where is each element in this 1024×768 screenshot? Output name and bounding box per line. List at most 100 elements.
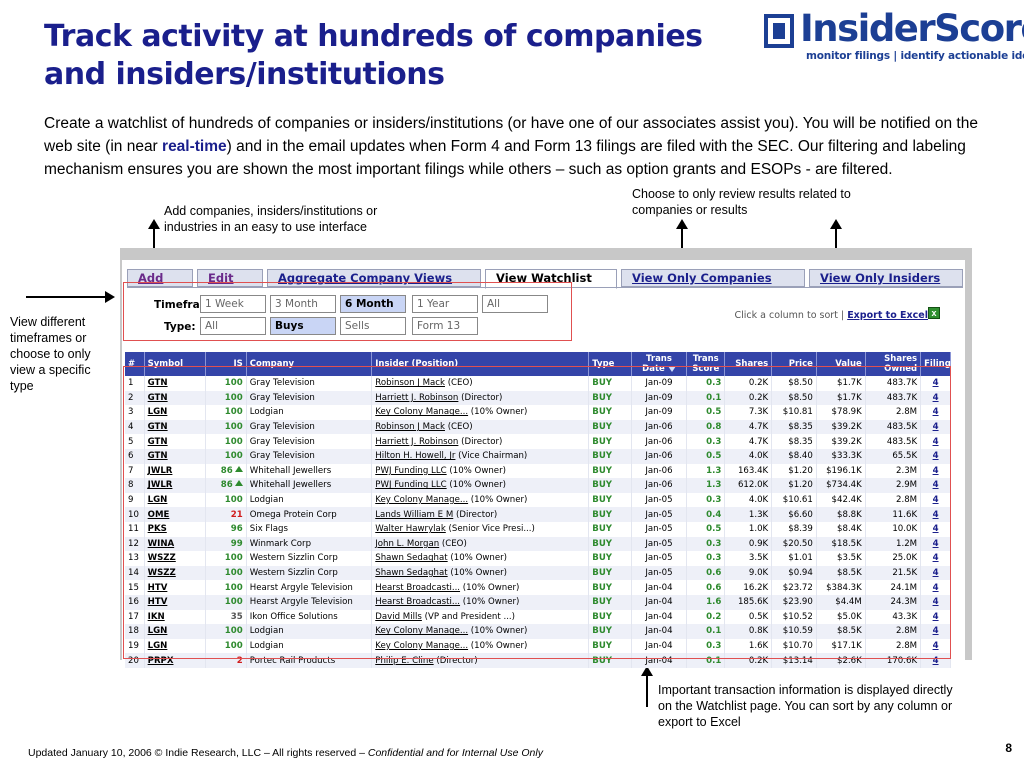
insider-name-link[interactable]: Philip E. Cline bbox=[375, 655, 434, 666]
table-row[interactable]: 12 WINA 99 Winmark Corp John L. Morgan (CEO)… bbox=[125, 536, 951, 552]
col-symbol[interactable]: Symbol bbox=[144, 352, 207, 376]
col-company[interactable]: Company bbox=[246, 352, 373, 376]
cell-filing-link[interactable]: 4 bbox=[920, 434, 951, 449]
insider-name-link[interactable]: Robinson J Mack bbox=[375, 378, 445, 389]
timeframe-all[interactable]: All bbox=[482, 295, 548, 313]
insider-name-link[interactable]: Lands William E M bbox=[375, 509, 454, 520]
table-row[interactable]: 2 GTN 100 Gray Television Harriett J. Robins… bbox=[125, 390, 951, 406]
cell-symbol-link[interactable]: GTN bbox=[144, 434, 207, 449]
col-num[interactable]: # bbox=[125, 352, 145, 376]
insider-name-link[interactable]: PWJ Funding LLC bbox=[375, 480, 447, 491]
cell-symbol-link[interactable]: PKS bbox=[144, 521, 207, 537]
insider-name-link[interactable]: Hearst Broadcasti... bbox=[375, 582, 461, 593]
col-shares-owned[interactable]: Shares Owned bbox=[865, 352, 922, 376]
insider-name-link[interactable]: Harriett J. Robinson bbox=[375, 392, 459, 403]
insider-name-link[interactable]: David Mills bbox=[375, 611, 422, 622]
cell-symbol-link[interactable]: HTV bbox=[144, 594, 207, 610]
cell-symbol-link[interactable]: WINA bbox=[144, 536, 207, 552]
cell-filing-link[interactable]: 4 bbox=[920, 609, 951, 625]
tab-aggregate-company-views[interactable]: Aggregate Company Views bbox=[267, 269, 481, 287]
table-row[interactable]: 20 PRPX 2 Portec Rail Products Philip E. Cli… bbox=[125, 653, 951, 668]
tab-view-watchlist[interactable]: View Watchlist bbox=[485, 269, 617, 289]
insider-name-link[interactable]: Shawn Sedaghat bbox=[375, 568, 448, 579]
cell-filing-link[interactable]: 4 bbox=[920, 507, 951, 522]
cell-filing-link[interactable]: 4 bbox=[920, 492, 951, 508]
col-filing[interactable]: Filing bbox=[920, 352, 951, 376]
type-form-13[interactable]: Form 13 bbox=[412, 317, 478, 335]
table-row[interactable]: 4 GTN 100 Gray Television Robinson J Mack (C… bbox=[125, 419, 951, 435]
col-is[interactable]: IS bbox=[205, 352, 247, 376]
col-value[interactable]: Value bbox=[816, 352, 866, 376]
cell-filing-link[interactable]: 4 bbox=[920, 594, 951, 610]
table-row[interactable]: 18 LGN 100 Lodgian Key Colony Manage... (10%… bbox=[125, 624, 951, 639]
type-sells[interactable]: Sells bbox=[340, 317, 406, 335]
insider-name-link[interactable]: Key Colony Manage... bbox=[375, 626, 469, 637]
col-insider[interactable]: Insider (Position) bbox=[371, 352, 590, 376]
table-row[interactable]: 1 GTN 100 Gray Television Robinson J Mack (C… bbox=[125, 376, 951, 391]
table-row[interactable]: 7 JWLR 86 Whitehall Jewellers PWJ Funding LL… bbox=[125, 463, 951, 479]
cell-filing-link[interactable]: 4 bbox=[920, 448, 951, 464]
col-trans-score[interactable]: Trans Score bbox=[686, 352, 726, 376]
cell-symbol-link[interactable]: HTV bbox=[144, 580, 207, 595]
cell-filing-link[interactable]: 4 bbox=[920, 405, 951, 420]
cell-symbol-link[interactable]: PRPX bbox=[144, 653, 207, 668]
table-row[interactable]: 19 LGN 100 Lodgian Key Colony Manage... (10%… bbox=[125, 638, 951, 654]
table-row[interactable]: 11 PKS 96 Six Flags Walter Hawrylak (Senior … bbox=[125, 521, 951, 537]
cell-filing-link[interactable]: 4 bbox=[920, 565, 951, 581]
cell-symbol-link[interactable]: JWLR bbox=[144, 478, 207, 493]
tab-view-only-insiders[interactable]: View Only Insiders bbox=[809, 269, 963, 287]
table-row[interactable]: 10 OME 21 Omega Protein Corp Lands William E… bbox=[125, 507, 951, 522]
cell-symbol-link[interactable]: IKN bbox=[144, 609, 207, 625]
cell-filing-link[interactable]: 4 bbox=[920, 376, 951, 391]
cell-filing-link[interactable]: 4 bbox=[920, 521, 951, 537]
table-row[interactable]: 13 WSZZ 100 Western Sizzlin Corp Shawn Sedag… bbox=[125, 551, 951, 566]
insider-name-link[interactable]: Harriett J. Robinson bbox=[375, 436, 459, 447]
cell-filing-link[interactable]: 4 bbox=[920, 551, 951, 566]
col-price[interactable]: Price bbox=[771, 352, 817, 376]
table-row[interactable]: 3 LGN 100 Lodgian Key Colony Manage... (10% … bbox=[125, 405, 951, 420]
insider-name-link[interactable]: PWJ Funding LLC bbox=[375, 465, 447, 476]
table-row[interactable]: 16 HTV 100 Hearst Argyle Television Hearst B… bbox=[125, 594, 951, 610]
table-row[interactable]: 15 HTV 100 Hearst Argyle Television Hearst B… bbox=[125, 580, 951, 595]
insider-name-link[interactable]: Key Colony Manage... bbox=[375, 495, 469, 506]
insider-name-link[interactable]: Key Colony Manage... bbox=[375, 640, 469, 651]
table-row[interactable]: 5 GTN 100 Gray Television Harriett J. Robins… bbox=[125, 434, 951, 449]
excel-icon[interactable]: x bbox=[928, 307, 940, 319]
table-row[interactable]: 6 GTN 100 Gray Television Hilton H. Howell, … bbox=[125, 448, 951, 464]
insider-name-link[interactable]: Hearst Broadcasti... bbox=[375, 597, 461, 608]
cell-symbol-link[interactable]: WSZZ bbox=[144, 565, 207, 581]
table-row[interactable]: 17 IKN 35 Ikon Office Solutions David Mills … bbox=[125, 609, 951, 625]
cell-symbol-link[interactable]: GTN bbox=[144, 448, 207, 464]
cell-filing-link[interactable]: 4 bbox=[920, 638, 951, 654]
insider-name-link[interactable]: John L. Morgan bbox=[375, 538, 440, 549]
tab-edit[interactable]: Edit bbox=[197, 269, 263, 287]
insider-name-link[interactable]: Key Colony Manage... bbox=[375, 407, 469, 418]
cell-symbol-link[interactable]: LGN bbox=[144, 624, 207, 639]
table-row[interactable]: 14 WSZZ 100 Western Sizzlin Corp Shawn Sedag… bbox=[125, 565, 951, 581]
cell-symbol-link[interactable]: GTN bbox=[144, 376, 207, 391]
cell-filing-link[interactable]: 4 bbox=[920, 419, 951, 435]
insider-name-link[interactable]: Hilton H. Howell, Jr bbox=[375, 451, 456, 462]
cell-symbol-link[interactable]: WSZZ bbox=[144, 551, 207, 566]
type-buys[interactable]: Buys bbox=[270, 317, 336, 335]
cell-filing-link[interactable]: 4 bbox=[920, 580, 951, 595]
cell-filing-link[interactable]: 4 bbox=[920, 624, 951, 639]
table-row[interactable]: 8 JWLR 86 Whitehall Jewellers PWJ Funding LL… bbox=[125, 478, 951, 493]
cell-filing-link[interactable]: 4 bbox=[920, 463, 951, 479]
insider-name-link[interactable]: Walter Hawrylak bbox=[375, 524, 446, 535]
tab-view-only-companies[interactable]: View Only Companies bbox=[621, 269, 805, 287]
timeframe-6-month[interactable]: 6 Month bbox=[340, 295, 406, 313]
export-to-excel-link[interactable]: Export to Excel bbox=[847, 310, 928, 321]
insider-name-link[interactable]: Robinson J Mack bbox=[375, 422, 445, 433]
cell-filing-link[interactable]: 4 bbox=[920, 653, 951, 668]
timeframe-1-year[interactable]: 1 Year bbox=[412, 295, 478, 313]
cell-symbol-link[interactable]: OME bbox=[144, 507, 207, 522]
insider-name-link[interactable]: Shawn Sedaghat bbox=[375, 553, 448, 564]
cell-symbol-link[interactable]: JWLR bbox=[144, 463, 207, 479]
cell-symbol-link[interactable]: LGN bbox=[144, 405, 207, 420]
col-trans-date[interactable]: Trans Date bbox=[631, 352, 688, 376]
col-type[interactable]: Type bbox=[588, 352, 632, 376]
type-all[interactable]: All bbox=[200, 317, 266, 335]
table-row[interactable]: 9 LGN 100 Lodgian Key Colony Manage... (10% … bbox=[125, 492, 951, 508]
cell-symbol-link[interactable]: GTN bbox=[144, 419, 207, 435]
